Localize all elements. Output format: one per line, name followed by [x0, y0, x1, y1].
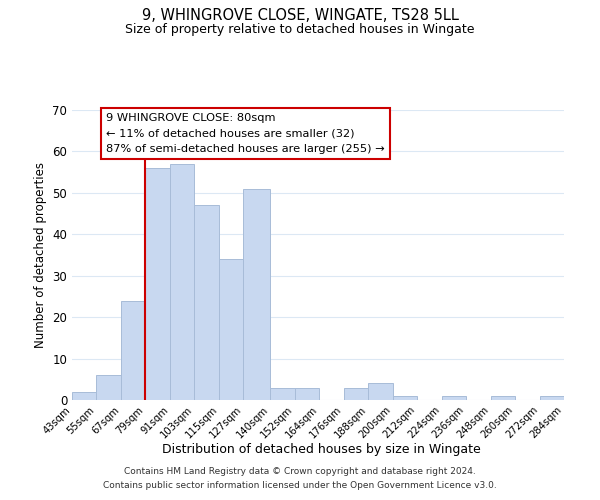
Bar [170, 164, 194, 400]
Bar [392, 396, 417, 400]
Text: Size of property relative to detached houses in Wingate: Size of property relative to detached ho… [125, 22, 475, 36]
Bar [72, 392, 97, 400]
Bar [219, 259, 244, 400]
Bar [295, 388, 319, 400]
Bar [539, 396, 564, 400]
Bar [194, 206, 219, 400]
Text: 9 WHINGROVE CLOSE: 80sqm
← 11% of detached houses are smaller (32)
87% of semi-d: 9 WHINGROVE CLOSE: 80sqm ← 11% of detach… [106, 113, 385, 154]
Bar [97, 375, 121, 400]
Bar [442, 396, 466, 400]
Text: 9, WHINGROVE CLOSE, WINGATE, TS28 5LL: 9, WHINGROVE CLOSE, WINGATE, TS28 5LL [142, 8, 458, 22]
Text: Contains HM Land Registry data © Crown copyright and database right 2024.: Contains HM Land Registry data © Crown c… [124, 468, 476, 476]
Bar [121, 300, 145, 400]
Text: Distribution of detached houses by size in Wingate: Distribution of detached houses by size … [161, 442, 481, 456]
Y-axis label: Number of detached properties: Number of detached properties [34, 162, 47, 348]
Bar [344, 388, 368, 400]
Bar [244, 188, 270, 400]
Bar [145, 168, 170, 400]
Bar [270, 388, 295, 400]
Bar [368, 384, 392, 400]
Text: Contains public sector information licensed under the Open Government Licence v3: Contains public sector information licen… [103, 481, 497, 490]
Bar [491, 396, 515, 400]
